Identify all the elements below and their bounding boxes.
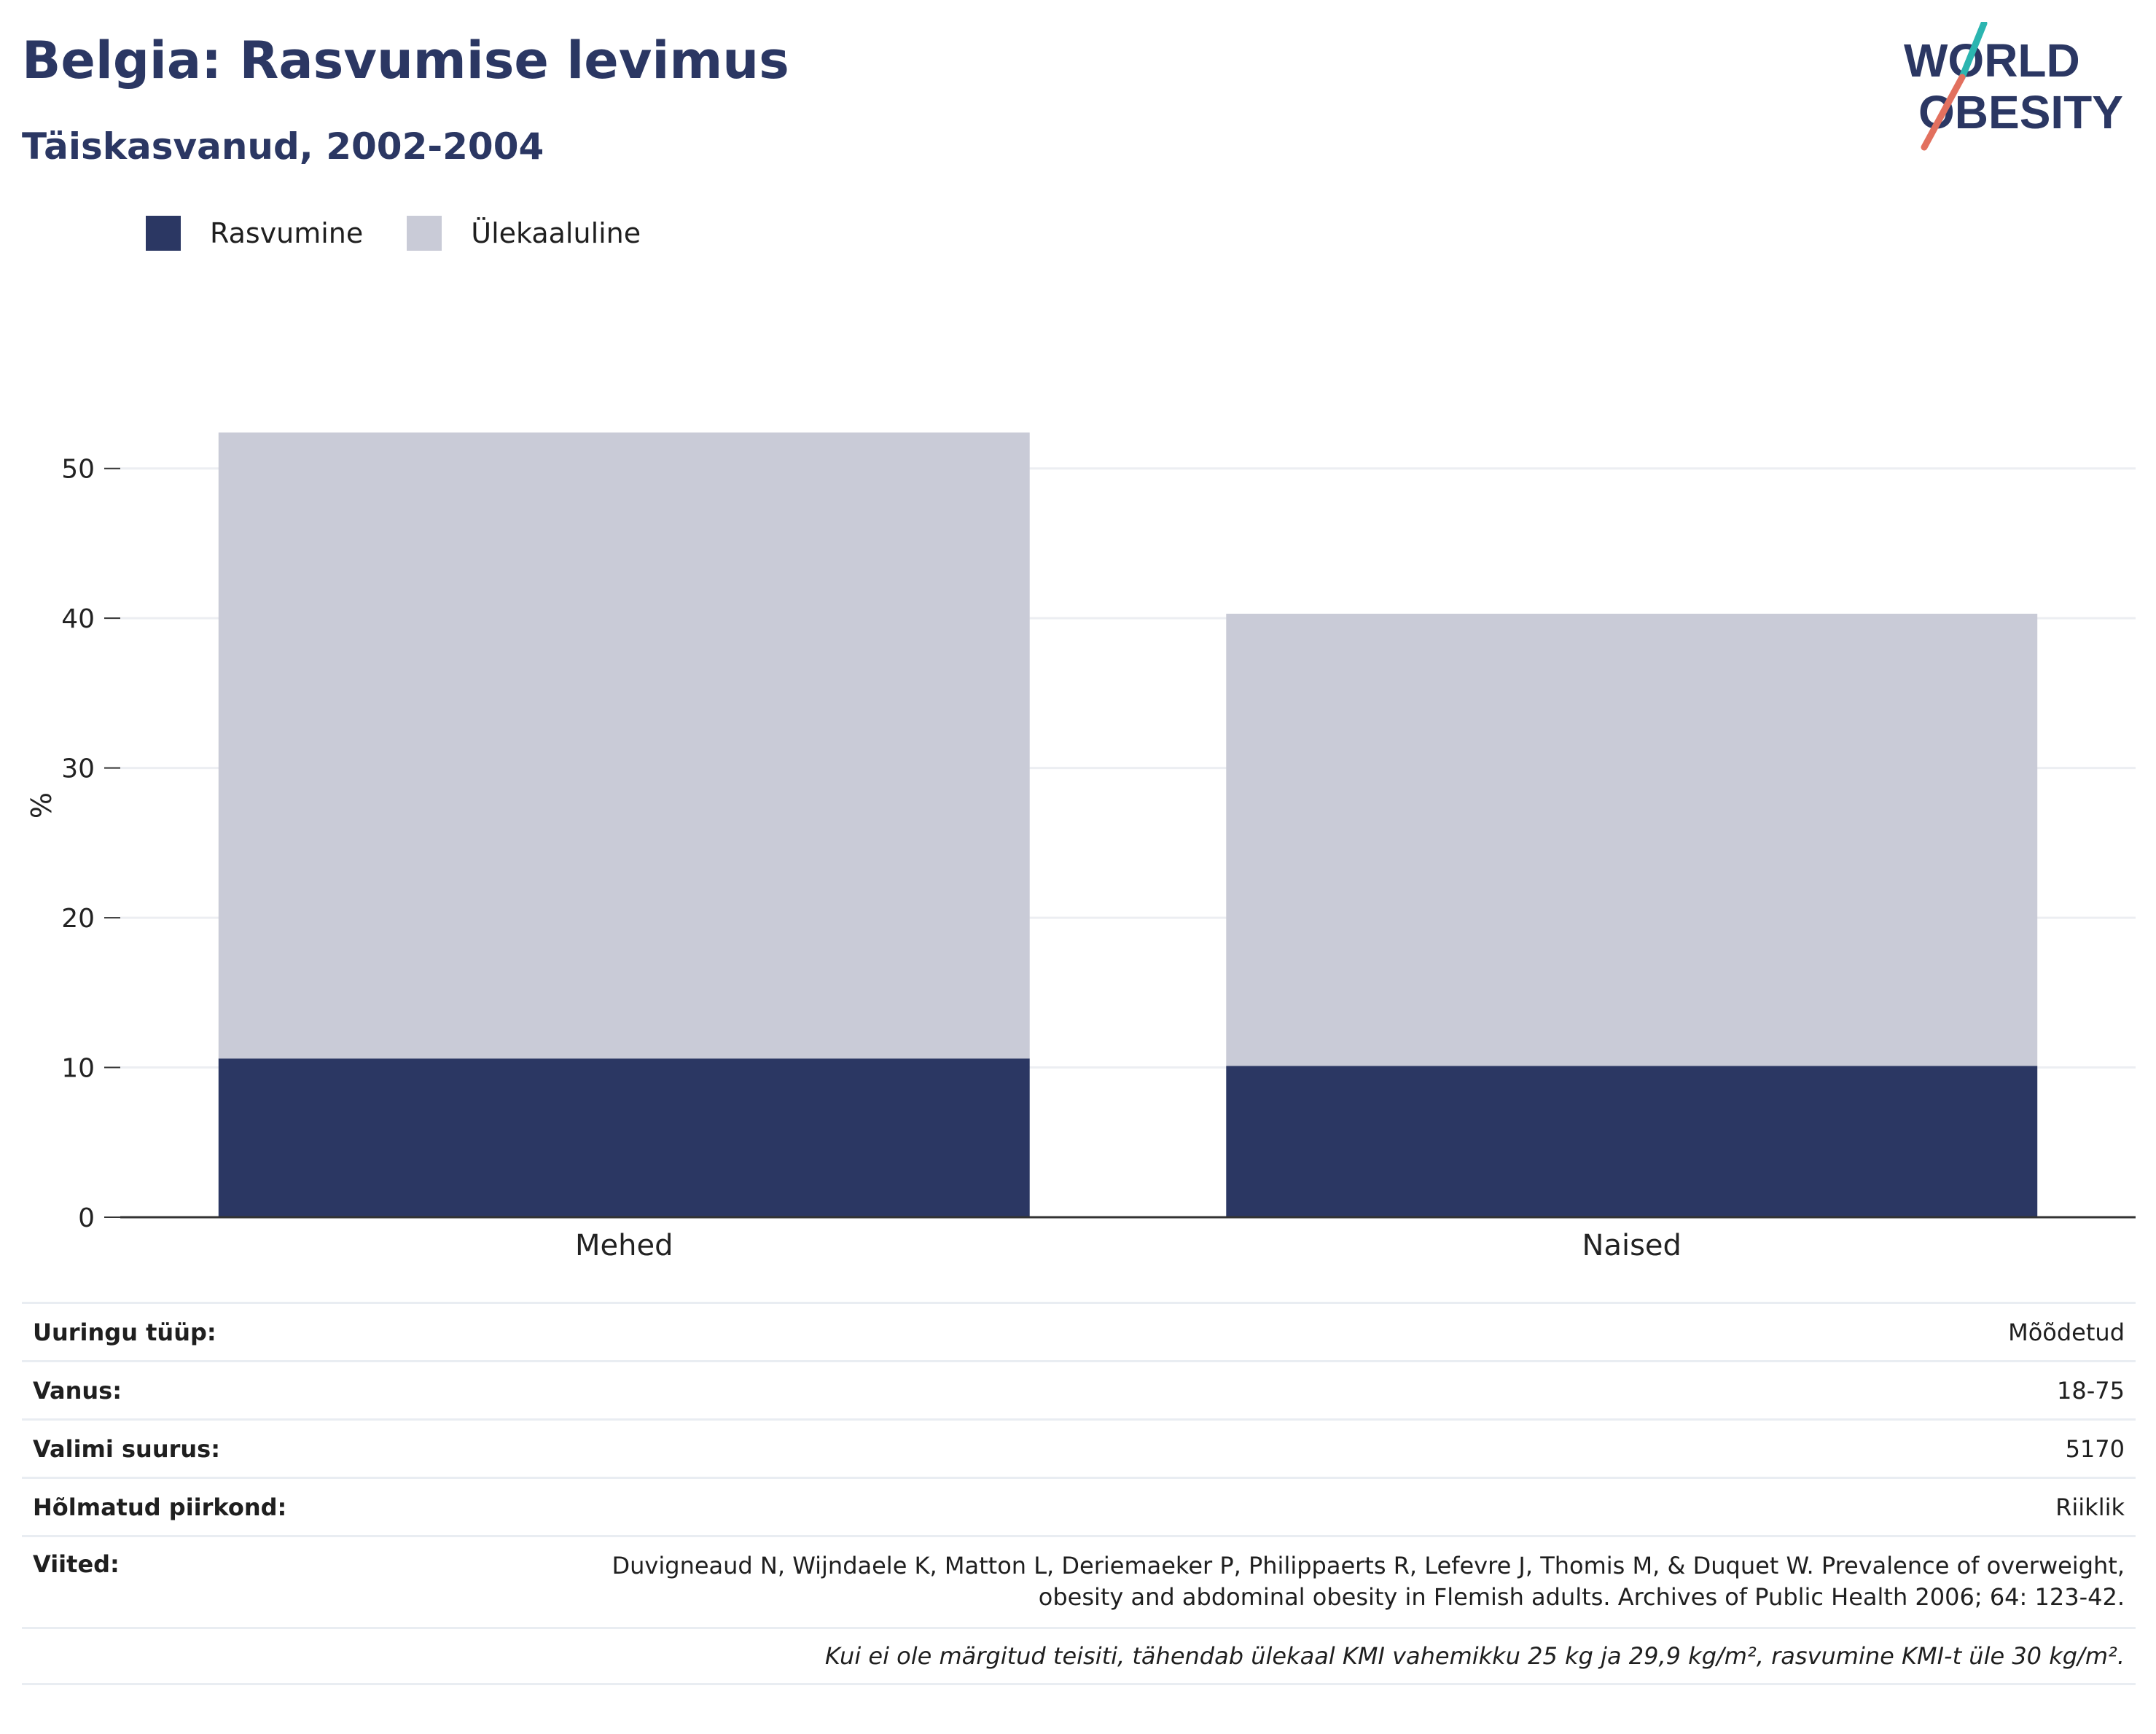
meta-row-note: Kui ei ole märgitud teisiti, tähendab ül… bbox=[22, 1627, 2136, 1685]
logo-slash-coral bbox=[1921, 74, 1966, 151]
meta-row-sample-size: Valimi suurus: 5170 bbox=[22, 1418, 2136, 1477]
legend-swatch-rasvumine bbox=[146, 216, 181, 251]
y-tick-label: 0 bbox=[78, 1203, 95, 1233]
y-tick-label: 50 bbox=[61, 455, 95, 485]
y-tick-label: 20 bbox=[61, 904, 95, 934]
stacked-bar-chart: 0 10 20 30 40 50% Mehed Naised bbox=[26, 432, 2136, 1262]
chart-legend: Rasvumine Ülekaaluline bbox=[146, 216, 684, 251]
meta-row-references: Viited: Duvigneaud N, Wijndaele K, Matto… bbox=[22, 1535, 2136, 1627]
meta-value-region: Riiklik bbox=[2055, 1493, 2125, 1521]
reference-line-1: Duvigneaud N, Wijndaele K, Matton L, Der… bbox=[612, 1552, 2125, 1579]
meta-value-references: Duvigneaud N, Wijndaele K, Matton L, Der… bbox=[612, 1550, 2125, 1613]
definition-note: Kui ei ole märgitud teisiti, tähendab ül… bbox=[824, 1642, 2125, 1670]
y-axis-title: % bbox=[26, 792, 58, 819]
page-title: Belgia: Rasvumise levimus bbox=[22, 31, 789, 90]
meta-key-survey-type: Uuringu tüüp: bbox=[33, 1318, 216, 1346]
meta-value-age: 18-75 bbox=[2057, 1376, 2125, 1405]
reference-line-2: obesity and abdominal obesity in Flemish… bbox=[1038, 1583, 2125, 1611]
world-obesity-logo: WORLD OBESITY bbox=[1904, 22, 2123, 151]
survey-info-table: Uuringu tüüp: Mõõdetud Vanus: 18-75 Vali… bbox=[22, 1302, 2136, 1685]
meta-value-survey-type: Mõõdetud bbox=[2008, 1318, 2125, 1346]
meta-value-sample-size: 5170 bbox=[2065, 1434, 2125, 1463]
bar-mehed-ulekaaluline bbox=[218, 432, 1030, 1059]
legend-item-rasvumine[interactable]: Rasvumine bbox=[146, 216, 363, 251]
meta-key-age: Vanus: bbox=[33, 1376, 122, 1405]
meta-row-survey-type: Uuringu tüüp: Mõõdetud bbox=[22, 1302, 2136, 1360]
y-tick-label: 10 bbox=[61, 1054, 95, 1084]
meta-row-age: Vanus: 18-75 bbox=[22, 1360, 2136, 1418]
x-tick-label: Naised bbox=[1582, 1229, 1682, 1262]
bar-mehed-rasvumine bbox=[218, 1058, 1030, 1217]
legend-label-rasvumine: Rasvumine bbox=[210, 217, 364, 249]
logo-slash-teal bbox=[1958, 22, 1988, 81]
legend-label-ulekaaluline: Ülekaaluline bbox=[471, 217, 641, 249]
meta-key-references: Viited: bbox=[33, 1550, 120, 1578]
y-tick-label: 30 bbox=[61, 754, 95, 784]
page-subtitle: Täiskasvanud, 2002-2004 bbox=[22, 125, 544, 168]
logo-word-world: WORLD bbox=[1904, 34, 2080, 87]
legend-swatch-ulekaaluline bbox=[407, 216, 442, 251]
meta-row-region: Hõlmatud piirkond: Riiklik bbox=[22, 1477, 2136, 1535]
bar-naised-ulekaaluline bbox=[1226, 614, 2038, 1066]
x-tick-label: Mehed bbox=[575, 1229, 673, 1262]
meta-key-region: Hõlmatud piirkond: bbox=[33, 1493, 287, 1521]
logo-word-obesity: OBESITY bbox=[1918, 86, 2123, 138]
meta-key-sample-size: Valimi suurus: bbox=[33, 1434, 221, 1463]
legend-item-ulekaaluline[interactable]: Ülekaaluline bbox=[407, 216, 641, 251]
bar-naised-rasvumine bbox=[1226, 1066, 2038, 1217]
y-tick-label: 40 bbox=[61, 604, 95, 634]
